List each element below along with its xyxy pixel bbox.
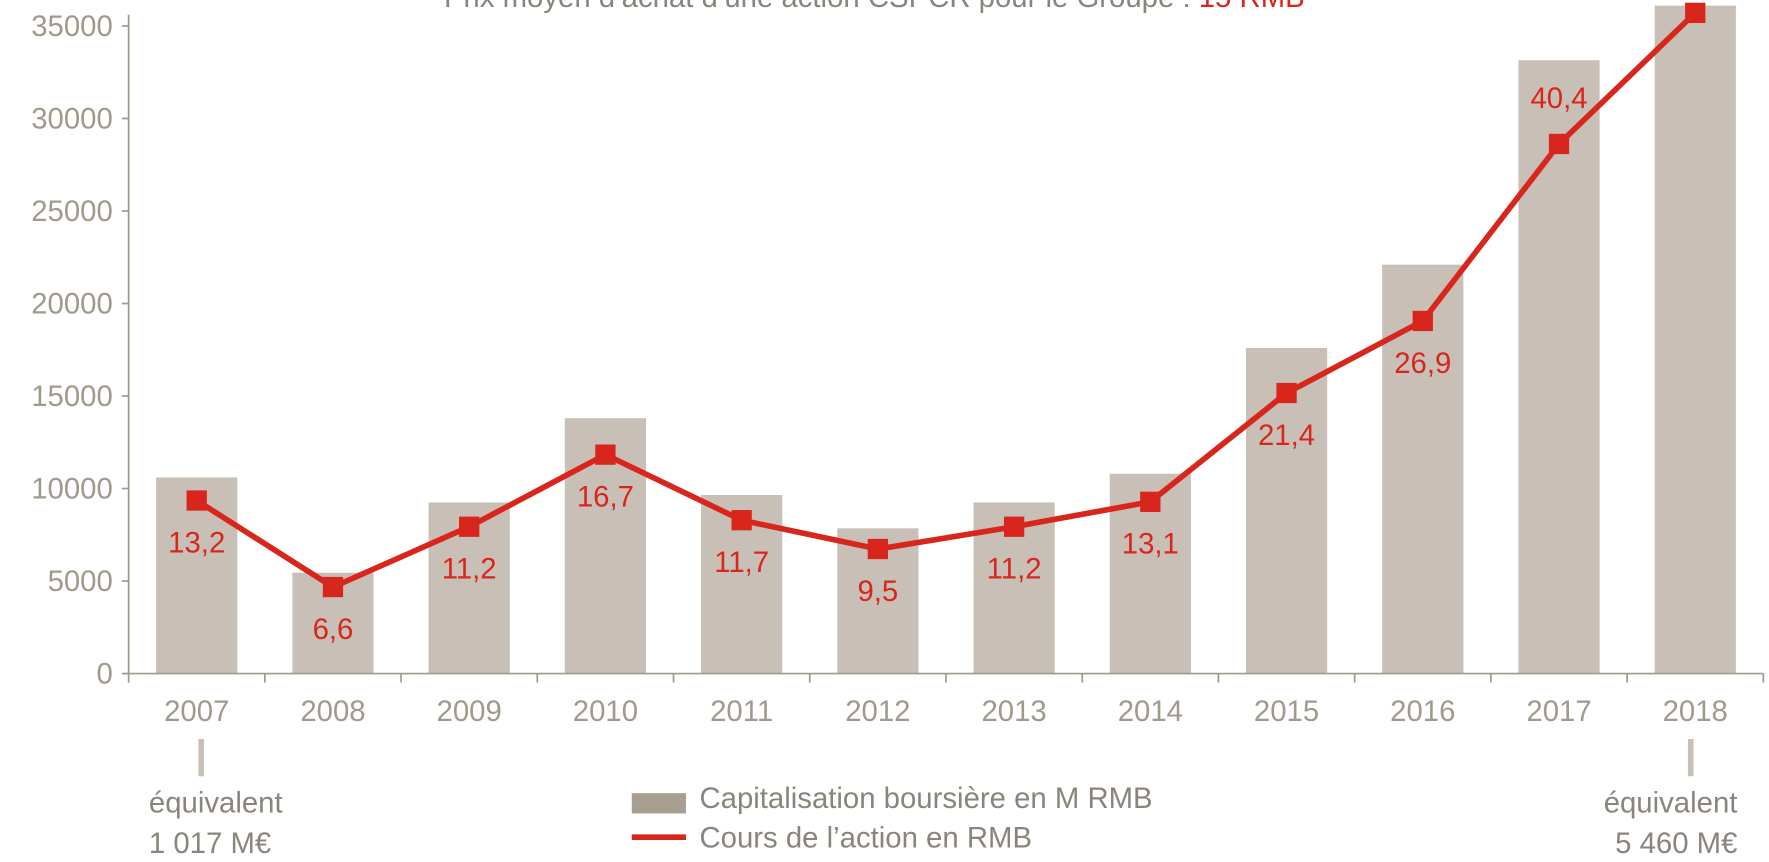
data-label: 11,7 bbox=[714, 546, 769, 579]
data-label: 11,2 bbox=[987, 553, 1042, 586]
line-marker bbox=[731, 510, 752, 531]
y-tick-label: 15000 bbox=[31, 380, 113, 413]
line-marker bbox=[186, 490, 207, 511]
chart-title: Prix moyen d’achat d’une action CSPCR po… bbox=[444, 0, 1305, 14]
data-label: 13,2 bbox=[168, 526, 225, 559]
x-tick-label: 2010 bbox=[573, 695, 638, 728]
data-label: 11,2 bbox=[442, 553, 497, 586]
y-tick-label: 35000 bbox=[31, 10, 113, 43]
line-marker bbox=[322, 576, 344, 598]
data-label: 40,4 bbox=[1530, 82, 1587, 115]
legend-label: Capitalisation boursière en M RMB bbox=[699, 782, 1152, 815]
line-marker bbox=[867, 538, 889, 560]
annotation: équivalent bbox=[1604, 786, 1738, 819]
legend-label: Cours de l’action en RMB bbox=[699, 821, 1032, 854]
x-tick-label: 2014 bbox=[1118, 695, 1183, 728]
annotation: équivalent bbox=[149, 786, 283, 819]
legend-swatch bbox=[631, 793, 686, 814]
y-tick-label: 30000 bbox=[31, 103, 113, 136]
bar bbox=[1518, 60, 1600, 674]
title-main: Prix moyen d’achat d’une action CSPCR po… bbox=[444, 0, 1191, 14]
data-label: 13,1 bbox=[1122, 528, 1179, 561]
data-label: 6,6 bbox=[313, 613, 354, 646]
data-label: 16,7 bbox=[577, 481, 634, 514]
x-tick-label: 2007 bbox=[164, 695, 229, 728]
data-label: 9,5 bbox=[857, 575, 898, 608]
x-tick-label: 2018 bbox=[1663, 695, 1728, 728]
x-tick-label: 2016 bbox=[1390, 695, 1455, 728]
line-marker bbox=[1003, 516, 1025, 537]
x-tick-label: 2011 bbox=[710, 695, 773, 728]
title-highlight: 15 RMB bbox=[1199, 0, 1305, 14]
data-label: 21,4 bbox=[1258, 419, 1315, 452]
line-marker bbox=[1548, 133, 1570, 155]
data-label: 26,9 bbox=[1394, 347, 1451, 380]
annotation: 5 460 M€ bbox=[1615, 827, 1737, 860]
x-tick-label: 2008 bbox=[300, 695, 365, 728]
y-tick-label: 5000 bbox=[48, 565, 113, 598]
y-tick-label: 20000 bbox=[31, 288, 113, 321]
y-tick-label: 25000 bbox=[31, 195, 113, 228]
x-tick-label: 2012 bbox=[845, 695, 910, 728]
x-tick-label: 2013 bbox=[981, 695, 1046, 728]
y-tick-label: 10000 bbox=[31, 473, 113, 506]
line-marker bbox=[1685, 2, 1706, 24]
x-tick-label: 2017 bbox=[1526, 695, 1591, 728]
bar bbox=[1654, 5, 1736, 674]
line-marker bbox=[1276, 382, 1297, 404]
y-tick-label: 0 bbox=[97, 658, 113, 691]
line-marker bbox=[1140, 491, 1161, 512]
line bbox=[195, 10, 1698, 591]
line-marker bbox=[595, 444, 616, 465]
x-tick-label: 2009 bbox=[437, 695, 502, 728]
line-marker bbox=[459, 516, 480, 537]
x-tick-label: 2015 bbox=[1254, 695, 1319, 728]
annotation: 1 017 M€ bbox=[149, 827, 271, 860]
line-marker bbox=[1412, 310, 1433, 332]
